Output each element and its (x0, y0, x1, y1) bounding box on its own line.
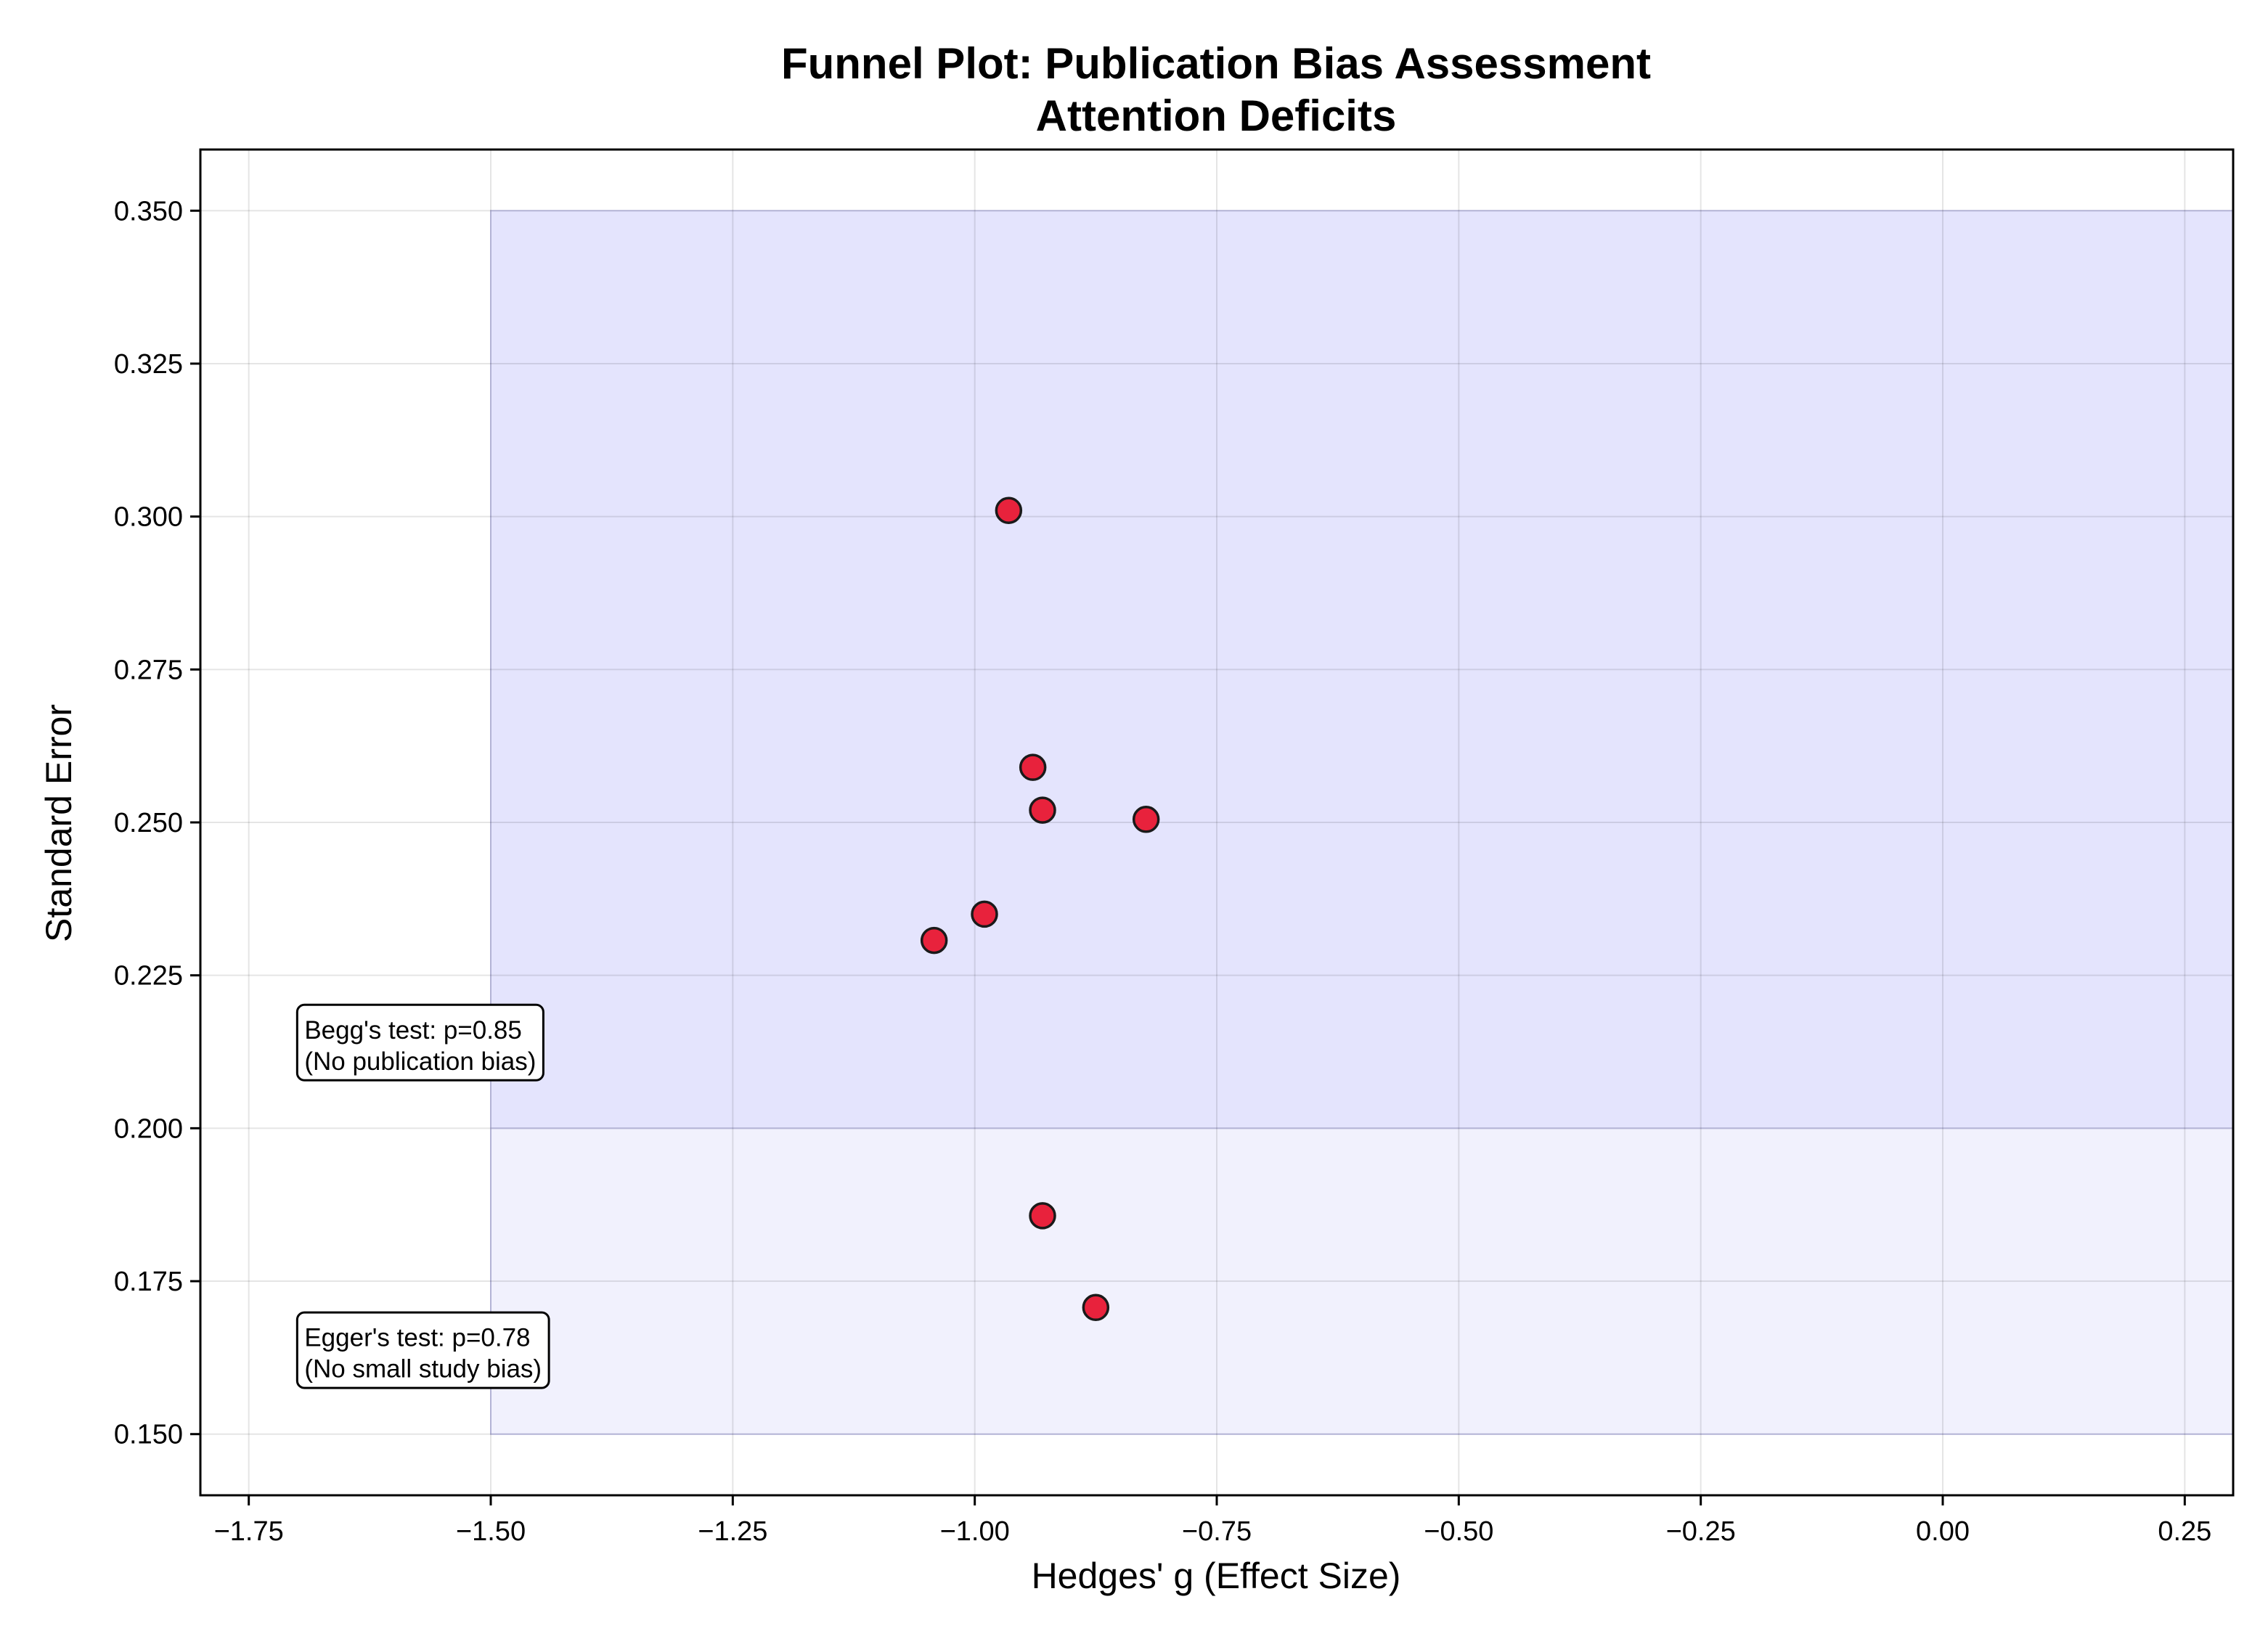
y-tick-label-7: 0.325 (114, 349, 183, 380)
x-tick-label-2: −1.25 (698, 1516, 767, 1547)
y-tick-label-1: 0.175 (114, 1267, 183, 1297)
x-tick-label-4: −0.75 (1182, 1516, 1252, 1547)
chart-title-line-2: Attention Deficits (1036, 91, 1397, 140)
data-point-2 (1029, 796, 1056, 824)
y-tick-label-3: 0.225 (114, 961, 183, 992)
annotation-0-box (295, 1003, 544, 1082)
x-tick-label-6: −0.25 (1666, 1516, 1736, 1547)
data-point-3 (1132, 806, 1160, 833)
y-tick-label-2: 0.200 (114, 1113, 183, 1144)
data-point-0 (995, 496, 1023, 524)
x-tick-label-3: −1.00 (940, 1516, 1010, 1547)
data-point-4 (971, 900, 998, 928)
annotation-1-line-1: (No small study bias) (304, 1355, 542, 1383)
grid (200, 150, 2233, 1495)
data-points (920, 496, 1160, 1322)
annotation-1-line-0: Egger's test: p=0.78 (304, 1324, 530, 1352)
region-1 (490, 1127, 2234, 1435)
shaded-regions (490, 210, 2234, 1435)
annotations: Begg's test: p=0.85(No publication bias)… (295, 1003, 550, 1389)
y-tick-label-5: 0.275 (114, 655, 183, 685)
data-point-5 (920, 926, 948, 955)
x-axis-label: Hedges' g (Effect Size) (1032, 1556, 1401, 1596)
y-axis-label: Standard Error (38, 704, 79, 942)
y-tick-label-6: 0.300 (114, 502, 183, 533)
region-0 (490, 210, 2234, 1129)
data-point-7 (1082, 1293, 1110, 1322)
x-tick-label-1: −1.50 (456, 1516, 526, 1547)
chart-title-line-1: Funnel Plot: Publication Bias Assessment (781, 39, 1651, 88)
annotation-1: Egger's test: p=0.78 (No small study bias… (295, 1311, 550, 1389)
y-tick-label-8: 0.350 (114, 196, 183, 226)
y-tick-label-0: 0.150 (114, 1420, 183, 1450)
annotation-0-line-1: (No publication bias) (304, 1047, 536, 1076)
x-tick-label-5: −0.50 (1424, 1516, 1493, 1547)
x-tick-label-7: 0.00 (1916, 1516, 1970, 1547)
x-tick-label-8: 0.25 (2158, 1516, 2211, 1547)
annotation-1-box (295, 1311, 550, 1389)
annotation-0: Begg's test: p=0.85(No publication bias) (295, 1003, 544, 1082)
axis-ticks: −1.75 −1.50 −1.25 −1.00 −0.75 −0.50 −0.25 0.00 0… (114, 196, 2211, 1547)
x-tick-label-0: −1.75 (214, 1516, 284, 1547)
data-point-6 (1029, 1202, 1056, 1230)
data-point-1 (1019, 753, 1047, 781)
annotation-0-line-0: Begg's test: p=0.85 (304, 1016, 522, 1045)
y-tick-label-4: 0.250 (114, 808, 183, 838)
